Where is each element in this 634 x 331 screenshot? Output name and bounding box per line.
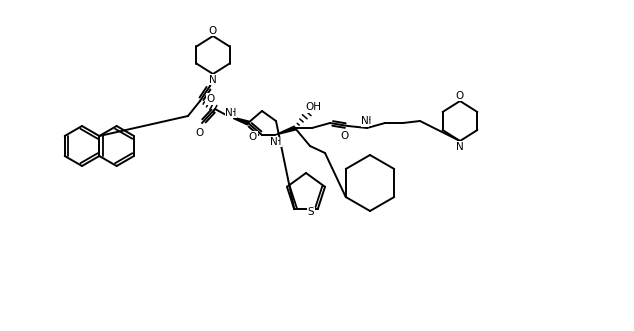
Text: O: O: [196, 128, 204, 138]
Text: O: O: [249, 132, 257, 142]
Text: H: H: [230, 108, 236, 118]
Polygon shape: [275, 126, 295, 135]
Text: H: H: [365, 116, 372, 126]
Text: N: N: [270, 137, 278, 147]
Text: N: N: [225, 108, 233, 118]
Text: N: N: [209, 74, 217, 84]
Text: O: O: [209, 25, 217, 35]
Text: S: S: [307, 207, 314, 217]
Text: H: H: [275, 137, 281, 147]
Text: O: O: [207, 94, 215, 104]
Polygon shape: [228, 116, 249, 125]
Text: O: O: [456, 90, 464, 101]
Text: OH: OH: [305, 102, 321, 112]
Text: N: N: [361, 116, 369, 126]
Text: O: O: [341, 131, 349, 141]
Text: N: N: [456, 141, 464, 152]
